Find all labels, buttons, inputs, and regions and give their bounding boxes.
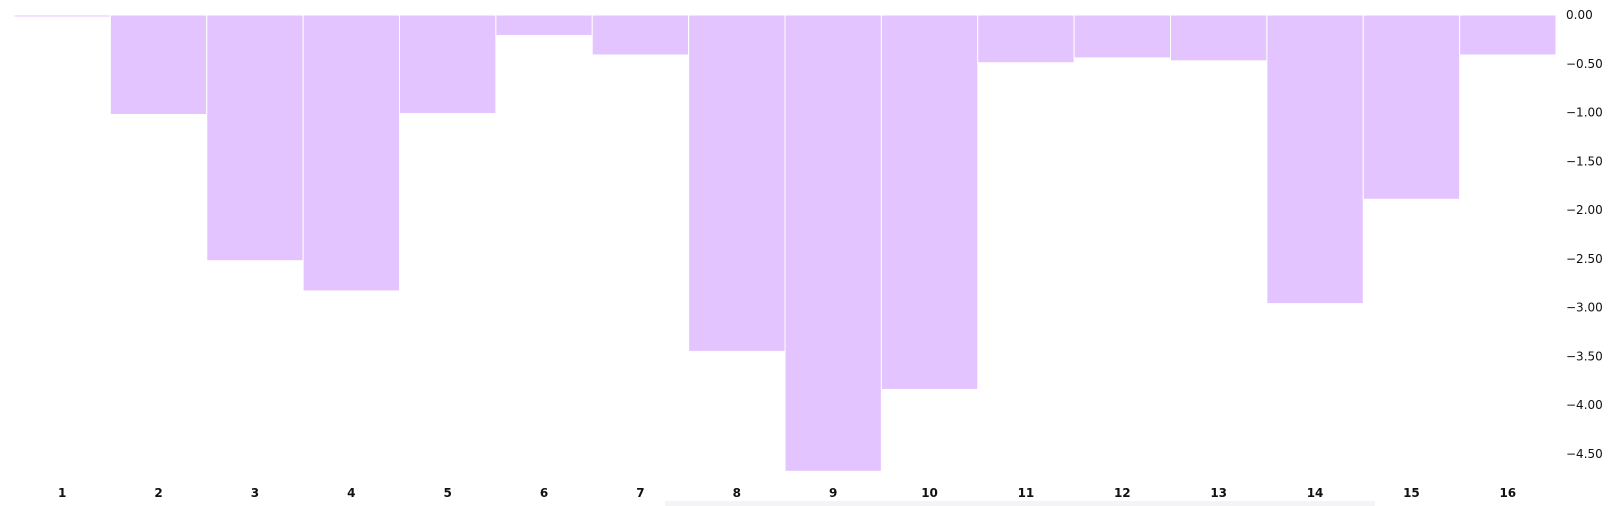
y-tick-label-0: 0.00 [1566, 8, 1593, 22]
x-tick-label-14: 14 [1307, 486, 1324, 500]
bar-12[interactable] [1073, 14, 1172, 59]
x-tick-label-15: 15 [1403, 486, 1420, 500]
x-tick-label-4: 4 [347, 486, 355, 500]
bar-10[interactable] [880, 14, 979, 390]
y-tick-label-1: −0.50 [1566, 57, 1603, 71]
y-tick-label-3: −1.50 [1566, 154, 1603, 168]
bar-16[interactable] [1459, 14, 1557, 56]
y-tick-label-4: −2.00 [1566, 203, 1603, 217]
x-tick-label-2: 2 [154, 486, 162, 500]
bar-3[interactable] [206, 14, 304, 262]
y-tick-label-6: −3.00 [1566, 301, 1603, 315]
bar-9[interactable] [784, 14, 882, 472]
x-tick-label-3: 3 [251, 486, 259, 500]
bar-2[interactable] [109, 14, 208, 115]
horizontal-scroll-strip[interactable] [665, 501, 1375, 506]
x-tick-label-16: 16 [1499, 486, 1516, 500]
bar-15[interactable] [1362, 14, 1461, 200]
bar-14[interactable] [1266, 14, 1364, 305]
y-tick-label-2: −1.00 [1566, 106, 1603, 120]
y-tick-label-8: −4.00 [1566, 398, 1603, 412]
x-tick-label-11: 11 [1018, 486, 1035, 500]
bar-6[interactable] [495, 14, 593, 36]
bar-11[interactable] [977, 14, 1075, 64]
y-tick-label-5: −2.50 [1566, 252, 1603, 266]
x-tick-label-9: 9 [829, 486, 837, 500]
x-tick-label-6: 6 [540, 486, 548, 500]
bar-8[interactable] [688, 14, 786, 352]
x-tick-label-8: 8 [733, 486, 741, 500]
y-axis-tick-labels: 0.00 −0.50 −1.00 −1.50 −2.00 −2.50 −3.00 −3.50 −… [1566, 8, 1603, 461]
x-tick-label-10: 10 [921, 486, 938, 500]
bar-5[interactable] [399, 14, 497, 114]
y-tick-label-7: −3.50 [1566, 349, 1603, 363]
x-tick-label-1: 1 [58, 486, 66, 500]
bars-group [13, 14, 1557, 472]
bar-7[interactable] [591, 14, 690, 56]
x-tick-label-13: 13 [1210, 486, 1227, 500]
bar-13[interactable] [1170, 14, 1268, 62]
x-tick-label-5: 5 [444, 486, 452, 500]
bar-1[interactable] [13, 14, 111, 18]
x-tick-label-12: 12 [1114, 486, 1131, 500]
x-axis-tick-labels: 1 2 3 4 5 6 7 8 9 10 11 12 13 14 15 16 [58, 486, 1516, 500]
bar-4[interactable] [302, 14, 401, 292]
x-tick-label-7: 7 [636, 486, 644, 500]
y-tick-label-9: −4.50 [1566, 447, 1603, 461]
